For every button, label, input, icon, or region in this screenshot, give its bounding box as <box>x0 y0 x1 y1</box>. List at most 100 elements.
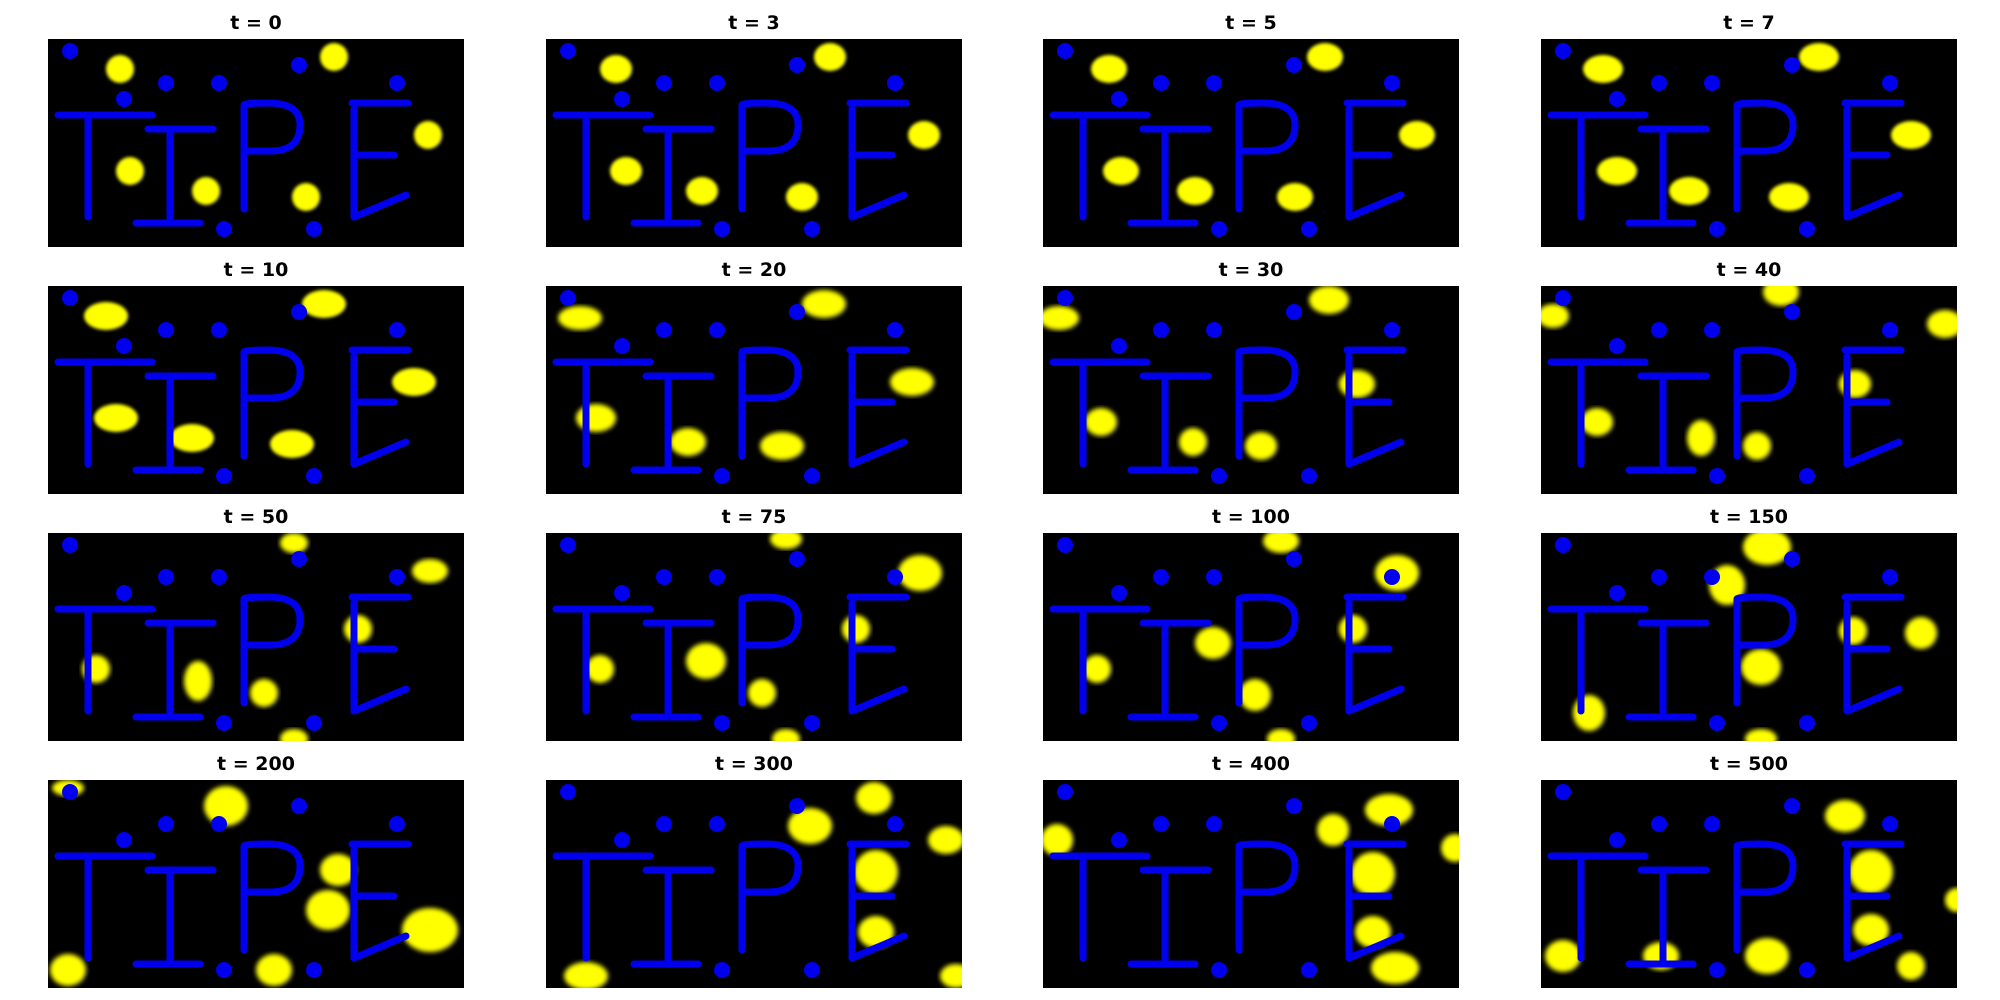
wave-packet <box>558 306 602 330</box>
obstacle-stroke <box>738 840 802 954</box>
panel-title: t = 400 <box>1212 753 1290 775</box>
obstacle-stroke <box>240 99 304 213</box>
wave-packet <box>1743 432 1771 460</box>
obstacle-stroke <box>1235 99 1299 213</box>
wave-packet <box>1317 814 1349 846</box>
obstacle-dot <box>887 75 903 91</box>
obstacle-stroke <box>1733 840 1797 954</box>
wave-packet <box>1245 432 1277 460</box>
panel-title: t = 300 <box>715 753 793 775</box>
frame-canvas <box>1541 286 1957 484</box>
wave-packet <box>788 808 832 844</box>
wave-packet <box>1263 533 1299 553</box>
simulation-frame <box>1541 533 1957 741</box>
obstacle-stroke <box>240 593 304 707</box>
obstacle-dot <box>1211 468 1227 484</box>
obstacle-dot <box>1384 569 1400 585</box>
obstacle-dot <box>804 962 820 978</box>
obstacle-dot <box>1206 75 1222 91</box>
frame-canvas <box>1049 533 1419 741</box>
wave-packet <box>280 533 308 553</box>
obstacle-dot <box>614 338 630 354</box>
obstacle-dot <box>1651 322 1667 338</box>
obstacle-stroke <box>1733 593 1797 707</box>
obstacle-dot <box>804 221 820 237</box>
wave-packet <box>1239 679 1271 711</box>
wave-packet <box>908 121 940 149</box>
wave-packet <box>858 916 894 948</box>
obstacle-stroke <box>848 191 908 221</box>
wave-packet <box>586 655 614 683</box>
obstacle-dot <box>291 551 307 567</box>
obstacle-stroke <box>1345 685 1405 715</box>
simulation-frame <box>1541 39 1957 247</box>
obstacle-dot <box>1704 816 1720 832</box>
wave-packet <box>1365 794 1413 826</box>
frame-canvas <box>50 780 458 986</box>
obstacle-dot <box>1799 468 1815 484</box>
wave-packet <box>50 954 86 986</box>
wave-packet <box>292 183 320 211</box>
wave-packet <box>1745 729 1777 741</box>
obstacle-dot <box>1882 569 1898 585</box>
wave-packet <box>1339 615 1367 643</box>
obstacle-dot <box>291 798 307 814</box>
obstacle-dot <box>1609 585 1625 601</box>
wave-packet <box>1799 43 1839 71</box>
obstacle-dot <box>560 290 576 306</box>
frame-panel: t = 200 <box>48 753 464 988</box>
obstacle-dot <box>1211 962 1227 978</box>
obstacle-dot <box>887 816 903 832</box>
wave-packet <box>610 157 642 185</box>
wave-packet <box>928 826 962 854</box>
obstacle-dot <box>789 798 805 814</box>
obstacle-dot <box>1111 832 1127 848</box>
frame-panel: t = 400 <box>1043 753 1459 988</box>
obstacle-dot <box>1206 322 1222 338</box>
obstacle-dot <box>1286 551 1302 567</box>
obstacle-dot <box>306 221 322 237</box>
obstacle-dot <box>1111 91 1127 107</box>
frame-panel: t = 3 <box>546 12 962 247</box>
obstacle-stroke <box>1843 438 1903 468</box>
obstacle-stroke <box>848 685 908 715</box>
panel-title: t = 0 <box>230 12 282 34</box>
obstacle-stroke <box>738 99 802 213</box>
wave-packet <box>84 302 128 330</box>
frame-canvas <box>552 533 942 741</box>
wave-packet <box>1177 177 1213 205</box>
frame-panel: t = 50 <box>48 506 464 741</box>
wave-packet <box>842 615 870 643</box>
wave-packet <box>1545 940 1581 972</box>
obstacle-dot <box>116 585 132 601</box>
simulation-frame <box>546 286 962 494</box>
obstacle-dot <box>709 816 725 832</box>
obstacle-dot <box>1709 221 1725 237</box>
obstacle-dot <box>1799 715 1815 731</box>
obstacle-dot <box>62 290 78 306</box>
obstacle-dot <box>1651 569 1667 585</box>
obstacle-stroke <box>848 438 908 468</box>
obstacle-dot <box>158 75 174 91</box>
obstacle-stroke <box>350 191 410 221</box>
frame-canvas <box>552 782 962 988</box>
wave-packet <box>1309 286 1349 314</box>
obstacle-stroke <box>1733 99 1797 213</box>
simulation-frame <box>48 39 464 247</box>
wave-packet <box>184 661 212 701</box>
obstacle-dot <box>614 832 630 848</box>
frame-panel: t = 500 <box>1541 753 1957 988</box>
obstacle-dot <box>1799 962 1815 978</box>
wave-packet <box>392 368 436 396</box>
obstacle-dot <box>714 715 730 731</box>
wave-packet <box>402 908 458 952</box>
frame-canvas <box>1043 784 1459 984</box>
obstacle-dot <box>1057 784 1073 800</box>
obstacle-dot <box>789 304 805 320</box>
frame-panel: t = 100 <box>1043 506 1459 741</box>
obstacle-dot <box>1709 962 1725 978</box>
wave-packet <box>1043 306 1079 330</box>
obstacle-dot <box>709 75 725 91</box>
obstacle-dot <box>1784 304 1800 320</box>
obstacle-dot <box>158 816 174 832</box>
